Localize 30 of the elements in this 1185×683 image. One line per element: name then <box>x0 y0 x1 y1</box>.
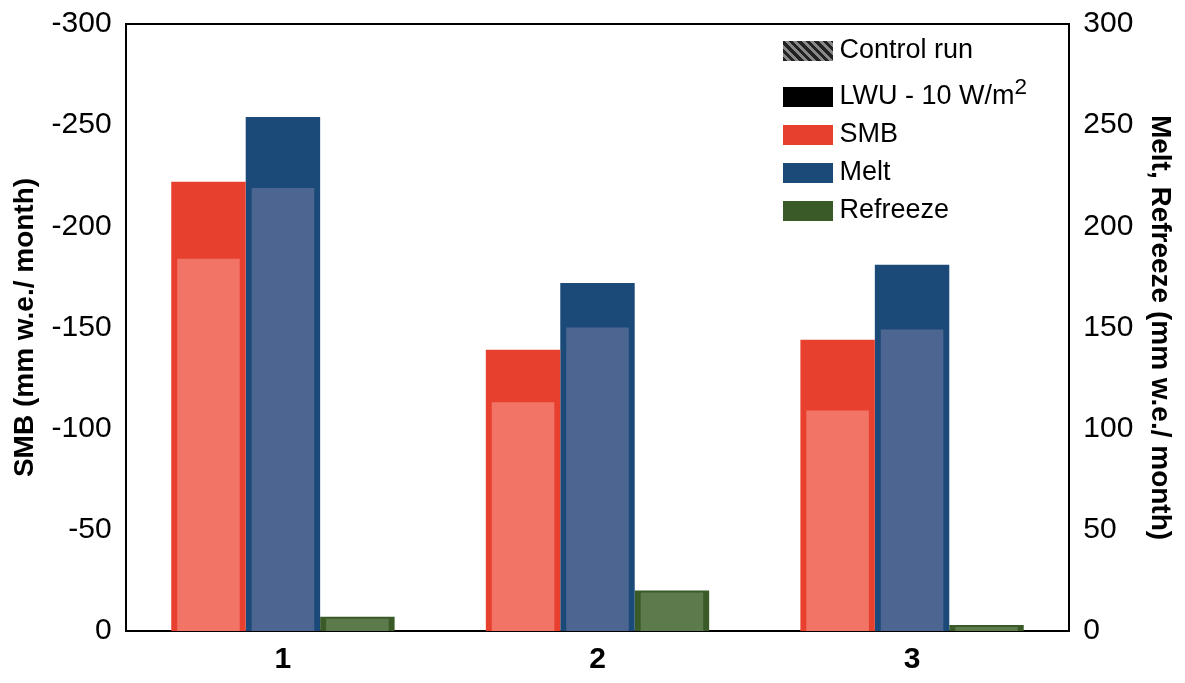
y2-tick-label: 100 <box>1083 409 1134 443</box>
legend-label: Control run <box>838 33 975 66</box>
x-tick-label: 2 <box>589 641 606 675</box>
y2-tick-label: 50 <box>1083 511 1117 545</box>
y2-axis-title: Melt, Refreeze (mm w.e./ month) <box>1146 114 1178 541</box>
x-tick-label: 1 <box>274 641 292 675</box>
legend-label: SMB <box>838 117 899 150</box>
y2-tick-label: 200 <box>1083 207 1134 241</box>
y2-tick-label: 0 <box>1083 612 1101 646</box>
bar <box>566 327 629 631</box>
y-tick-label: 0 <box>94 612 112 646</box>
y2-tick-label: 300 <box>1083 5 1134 39</box>
y-tick-label: -200 <box>51 207 112 241</box>
y-axis-title: SMB (mm w.e./ month) <box>7 177 39 478</box>
legend-title: LWU - 10 W/m$^{2}$ <box>839 74 1027 110</box>
bar <box>251 187 315 631</box>
bar <box>955 626 1018 631</box>
y-tick-label: -250 <box>51 106 112 140</box>
bar <box>640 592 704 631</box>
bar <box>880 329 944 631</box>
y-tick-label: -150 <box>51 308 112 342</box>
bar <box>326 618 389 631</box>
y-tick-label: -100 <box>51 409 112 443</box>
y-tick-label: -300 <box>51 5 112 39</box>
y2-tick-label: 250 <box>1083 106 1134 140</box>
legend-label: Melt <box>838 155 892 188</box>
y2-tick-label: 150 <box>1083 308 1134 342</box>
legend-label: Refreeze <box>838 193 951 226</box>
y-tick-label: -50 <box>68 511 112 545</box>
x-tick-label: 3 <box>903 641 921 675</box>
